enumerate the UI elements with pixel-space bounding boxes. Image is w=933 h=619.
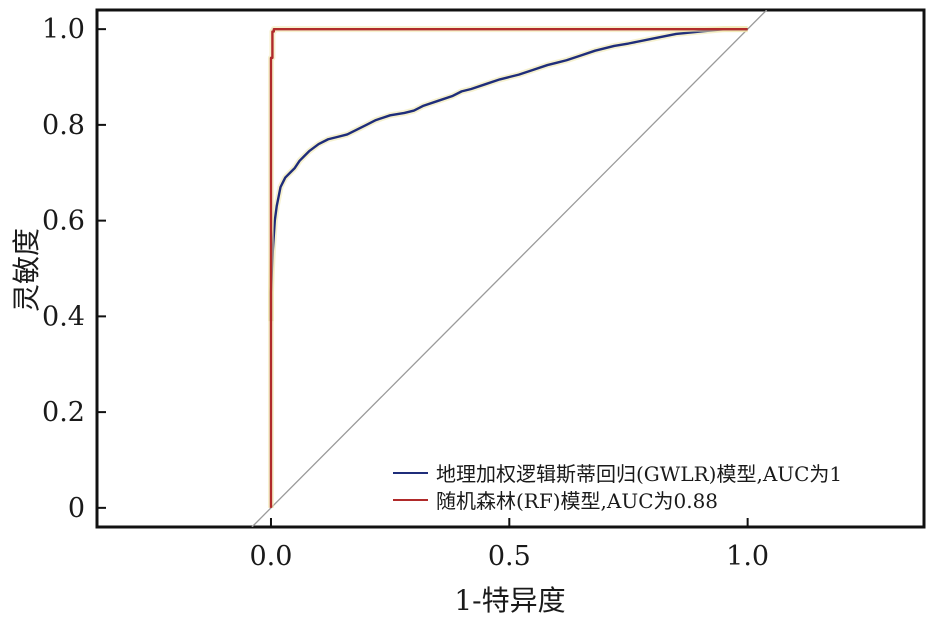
y-axis-ticks: 0 0.2 0.4 0.6 0.8 1.0 — [42, 14, 106, 524]
plot-area — [95, 8, 926, 529]
legend-label-rf: 随机森林(RF)模型,AUC为0.88 — [436, 489, 718, 513]
y-tick-label-1: 0.2 — [42, 397, 85, 428]
x-tick-label-2: 1.0 — [726, 541, 769, 572]
x-axis-ticks: 0.0 0.5 1.0 — [250, 518, 769, 572]
y-tick-label-3: 0.6 — [42, 206, 85, 237]
series-line-rf — [269, 27, 748, 508]
reference-diagonal — [251, 10, 768, 527]
plot-border — [95, 8, 926, 529]
y-tick-label-2: 0.4 — [42, 301, 85, 332]
y-tick-label-5: 1.0 — [42, 14, 85, 45]
series-layer — [267, 26, 748, 508]
y-tick-label-0: 0 — [68, 493, 85, 524]
legend: 地理加权逻辑斯蒂回归(GWLR)模型,AUC为1 随机森林(RF)模型,AUC为… — [393, 462, 842, 513]
x-tick-label-0: 0.0 — [250, 541, 293, 572]
y-axis-title: 灵敏度 — [10, 228, 43, 312]
y-tick-label-4: 0.8 — [42, 110, 85, 141]
reference-line — [251, 10, 768, 527]
x-axis-title: 1-特异度 — [454, 584, 565, 617]
legend-label-gwlr: 地理加权逻辑斯蒂回归(GWLR)模型,AUC为1 — [436, 462, 842, 486]
x-tick-label-1: 0.5 — [488, 541, 531, 572]
series-halo-gwlr — [267, 26, 748, 322]
series-line-gwlr — [269, 27, 748, 322]
